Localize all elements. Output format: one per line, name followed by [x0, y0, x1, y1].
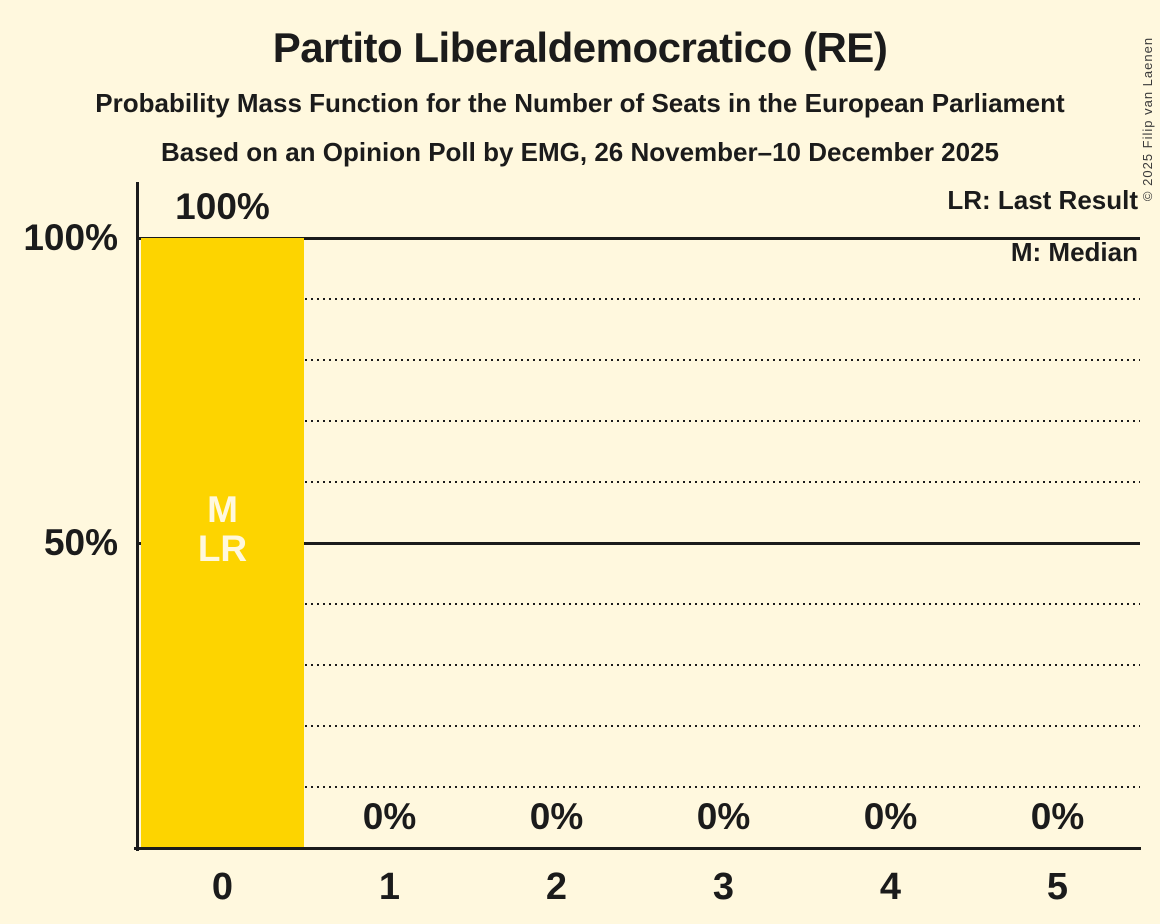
bar-slot-1: 0% 1 [308, 238, 471, 909]
bar-value-label-2: 0% [529, 796, 584, 837]
gridline-solid-50 [137, 542, 1140, 545]
gridline-dotted-60 [137, 481, 1140, 483]
y-axis-line [136, 182, 139, 851]
bar-value-label-1: 0% [362, 796, 417, 837]
y-axis-label-50: 50% [43, 522, 118, 563]
copyright-notice: © 2025 Filip van Laenen [1140, 36, 1155, 202]
gridline-dotted-70 [137, 420, 1140, 422]
bar-slot-5: 0% 5 [976, 238, 1139, 909]
x-tick-label-1: 1 [378, 866, 401, 908]
bar-seats-0 [141, 238, 304, 848]
gridline-dotted-20 [137, 725, 1140, 727]
x-axis-line [134, 847, 1141, 850]
gridline-dotted-30 [137, 664, 1140, 666]
chart-title: Partito Liberaldemocratico (RE) [272, 24, 888, 71]
gridline-dotted-90 [137, 298, 1140, 300]
gridline-dotted-40 [137, 603, 1140, 605]
x-tick-label-3: 3 [712, 866, 735, 908]
x-tick-label-5: 5 [1046, 866, 1069, 908]
y-axis-label-100: 100% [23, 217, 118, 258]
gridline-dotted-10 [137, 786, 1140, 788]
x-tick-label-4: 4 [879, 866, 902, 908]
bar-slot-4: 0% 4 [809, 238, 972, 909]
bar-slot-3: 0% 3 [642, 238, 805, 909]
bar-value-label-3: 0% [696, 796, 751, 837]
bar-value-label-0: 100% [175, 186, 270, 227]
legend-median: M: Median [1010, 237, 1138, 267]
bar-value-label-4: 0% [863, 796, 918, 837]
gridline-solid-100 [137, 237, 1140, 240]
plot-area: M LR 100% 0 0% 1 0% 2 0% 3 0% 4 [137, 188, 1140, 909]
legend-last-result: LR: Last Result [947, 185, 1138, 215]
x-tick-label-0: 0 [211, 866, 234, 908]
bar-slot-2: 0% 2 [475, 238, 638, 909]
gridline-dotted-80 [137, 359, 1140, 361]
bar-annotation-labels: M LR [141, 490, 304, 568]
last-result-marker: LR [197, 528, 248, 569]
median-marker: M [207, 489, 238, 530]
bar-value-label-5: 0% [1030, 796, 1085, 837]
x-tick-label-2: 2 [545, 866, 568, 908]
bar-slot-0: M LR 100% 0 [141, 188, 304, 908]
poll-source-line: Based on an Opinion Poll by EMG, 26 Nove… [160, 137, 1000, 167]
chart-subtitle: Probability Mass Function for the Number… [95, 88, 1065, 118]
